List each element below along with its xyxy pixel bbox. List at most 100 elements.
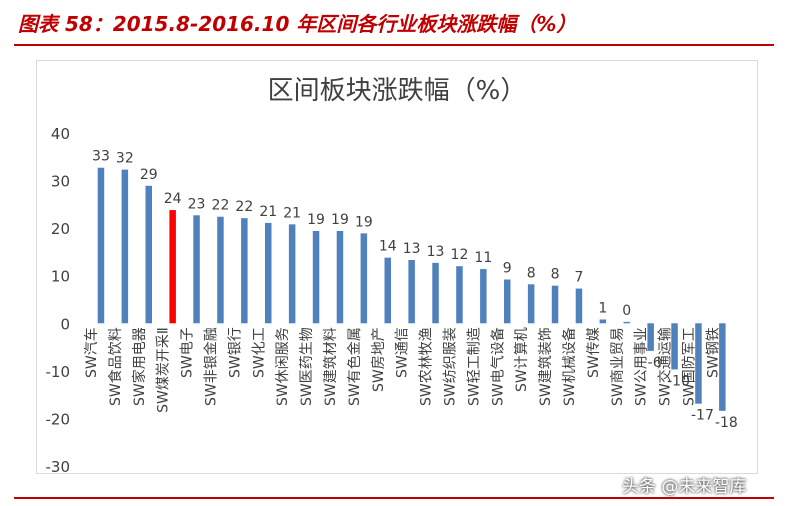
bar bbox=[504, 279, 511, 324]
caption-divider bbox=[14, 44, 774, 46]
data-label: 13 bbox=[427, 244, 445, 260]
category-label: SW建筑材料 bbox=[323, 327, 339, 406]
category-label: SW汽车 bbox=[83, 327, 100, 378]
data-label: 23 bbox=[188, 196, 206, 212]
category-label: SW计算机 bbox=[514, 327, 530, 392]
category-label: SW建筑装饰 bbox=[538, 327, 554, 406]
data-label: -6 bbox=[648, 355, 662, 371]
data-label: 32 bbox=[116, 151, 134, 167]
data-label: 8 bbox=[527, 265, 536, 281]
category-label: SW农林牧渔 bbox=[419, 327, 435, 406]
category-label: SW有色金属 bbox=[346, 327, 363, 406]
category-labels: SW汽车 SW食品饮料 SW家用电器 SW煤炭开采Ⅱ SW电子 SW非银金融 SW银行 SW化… bbox=[83, 327, 721, 413]
bar bbox=[527, 284, 535, 324]
category-label: SW银行 bbox=[227, 327, 243, 378]
bar bbox=[384, 257, 391, 324]
category-label: SW食品饮料 bbox=[107, 327, 124, 406]
data-label: 22 bbox=[235, 199, 253, 215]
category-label: SW非银金融 bbox=[203, 327, 219, 406]
bar bbox=[288, 224, 296, 324]
bar bbox=[145, 185, 152, 324]
data-label: 19 bbox=[331, 212, 349, 228]
chart-frame: 区间板块涨跌幅（%） 40 30 20 10 0 -10 -20 -30 33 32 29 24 23… bbox=[36, 60, 758, 474]
data-label: 8 bbox=[551, 267, 560, 283]
bar bbox=[97, 167, 105, 324]
data-label: 24 bbox=[164, 191, 182, 207]
data-label: 33 bbox=[92, 149, 110, 165]
data-label: -17 bbox=[691, 408, 714, 424]
category-label: SW通信 bbox=[395, 327, 411, 378]
category-label: SW房地产 bbox=[371, 327, 387, 392]
bar bbox=[217, 216, 224, 324]
data-label: 9 bbox=[503, 261, 512, 277]
bar bbox=[408, 260, 415, 324]
chart-title: 区间板块涨跌幅（%） bbox=[268, 76, 527, 106]
bar bbox=[719, 323, 726, 411]
data-label: -10 bbox=[667, 373, 690, 389]
category-label: SW电气设备 bbox=[489, 327, 506, 406]
category-label: SW化工 bbox=[251, 327, 267, 378]
bar bbox=[336, 230, 344, 324]
data-label: 11 bbox=[474, 250, 492, 266]
category-label: SW机械设备 bbox=[561, 327, 578, 406]
category-label: SW休闲服务 bbox=[275, 327, 291, 406]
category-label: SW交通运输 bbox=[657, 327, 674, 406]
bar bbox=[599, 319, 607, 324]
y-tick-label: -10 bbox=[46, 363, 71, 381]
bar bbox=[671, 323, 678, 370]
data-label: 19 bbox=[307, 212, 325, 228]
bar bbox=[312, 230, 320, 324]
category-label: SW家用电器 bbox=[131, 327, 148, 406]
bar bbox=[241, 218, 248, 324]
data-label: 14 bbox=[379, 239, 397, 255]
data-label: 0 bbox=[622, 303, 631, 319]
bar bbox=[647, 323, 654, 351]
bar bbox=[265, 222, 272, 324]
y-tick-label: 20 bbox=[51, 220, 70, 238]
category-label: SW纺织服装 bbox=[442, 327, 458, 406]
category-label: SW国防军工 bbox=[681, 327, 697, 406]
y-tick-label: 40 bbox=[51, 125, 70, 143]
bar bbox=[360, 233, 368, 324]
y-tick-label: 30 bbox=[51, 173, 70, 191]
bottom-divider bbox=[14, 497, 774, 499]
category-label: SW公用事业 bbox=[634, 327, 650, 406]
data-label: 21 bbox=[283, 205, 301, 221]
bar bbox=[480, 269, 487, 324]
category-label: SW轻工制造 bbox=[466, 327, 482, 406]
y-axis: 40 30 20 10 0 -10 -20 -30 bbox=[46, 125, 71, 473]
figure-caption: 图表 58：2015.8-2016.10 年区间各行业板块涨跌幅（%） bbox=[18, 12, 577, 36]
data-label: 13 bbox=[403, 241, 421, 257]
bar bbox=[695, 323, 702, 404]
data-label: 22 bbox=[212, 198, 230, 214]
data-label: 1 bbox=[598, 300, 607, 316]
bar bbox=[551, 285, 559, 324]
bar bbox=[169, 210, 176, 324]
bar bbox=[121, 169, 129, 324]
bar-series bbox=[97, 167, 726, 411]
data-label: 21 bbox=[259, 204, 277, 220]
category-label: SW钢铁 bbox=[705, 327, 721, 378]
y-tick-label: 10 bbox=[51, 268, 70, 286]
category-label: SW电子 bbox=[180, 327, 196, 378]
y-tick-label: 0 bbox=[60, 315, 70, 333]
bar bbox=[432, 262, 439, 324]
data-label: 19 bbox=[355, 214, 373, 230]
data-label: 29 bbox=[140, 167, 158, 183]
bar bbox=[623, 321, 630, 324]
category-label: SW煤炭开采Ⅱ bbox=[156, 327, 172, 413]
y-tick-label: -20 bbox=[46, 410, 71, 428]
data-label: -18 bbox=[715, 415, 738, 431]
watermark-text: 头条 @未来智库 bbox=[622, 477, 747, 497]
y-tick-label: -30 bbox=[46, 458, 71, 473]
category-label: SW传媒 bbox=[586, 327, 602, 378]
category-label: SW商业贸易 bbox=[610, 327, 626, 406]
category-label: SW医药生物 bbox=[299, 327, 315, 406]
data-label: 12 bbox=[451, 247, 469, 263]
bar bbox=[456, 266, 463, 324]
bar bbox=[575, 288, 583, 324]
data-label: 7 bbox=[574, 270, 583, 286]
bar bbox=[193, 215, 200, 324]
